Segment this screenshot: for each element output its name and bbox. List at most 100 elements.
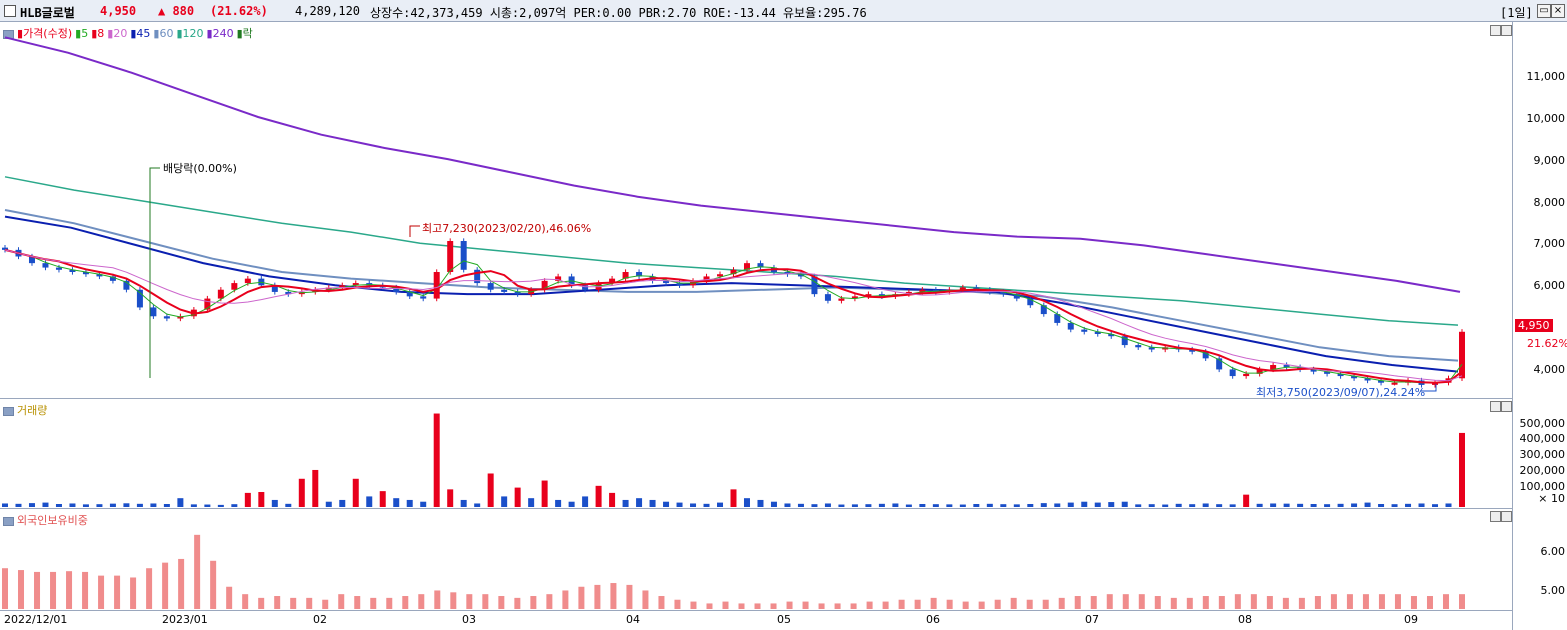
pane-divider — [0, 610, 1512, 611]
foreign-ratio-bar — [1330, 594, 1337, 609]
foreign-ratio-bar — [1042, 599, 1049, 609]
dividend-annotation: 배당락(0.00%) — [163, 162, 237, 175]
pane-minimize-icon[interactable] — [1490, 511, 1501, 522]
y-tick-label: 4,000 — [1533, 363, 1566, 376]
foreign-ratio-bar — [994, 599, 1001, 609]
foreign-ratio-bar — [274, 596, 281, 609]
foreign-ratio-bar — [18, 570, 25, 609]
candle-body — [811, 276, 818, 295]
foreign-legend-label: 외국인보유비중 — [17, 514, 88, 527]
legend-item[interactable]: ▮가격(수정) — [17, 27, 73, 40]
price-change-pct: (21.62%) — [210, 4, 268, 18]
legend-item[interactable]: ▮45 — [130, 27, 151, 40]
candle-body — [1432, 382, 1439, 385]
candle-body — [82, 272, 89, 275]
select-checkbox[interactable] — [4, 5, 16, 17]
candle-body — [1256, 369, 1263, 374]
ma20-line — [4, 249, 1463, 382]
foreign-ratio-bar — [578, 586, 585, 609]
maximize-icon[interactable]: ▭ — [1537, 4, 1551, 18]
volume-bar — [1054, 503, 1061, 507]
volume-bar — [703, 503, 710, 507]
pane-minimize-icon[interactable] — [1490, 25, 1501, 36]
volume-bar — [55, 504, 62, 507]
foreign-ratio-bar — [210, 560, 217, 609]
foreign-ratio-bar — [1282, 597, 1289, 609]
candle-body — [487, 283, 494, 290]
pane-minimize-icon[interactable] — [1490, 401, 1501, 412]
foreign-ratio-bar — [466, 594, 473, 609]
legend-item[interactable]: ▮20 — [107, 27, 128, 40]
volume-bar — [1040, 503, 1047, 507]
volume-bar — [730, 489, 737, 507]
candle-body — [730, 269, 737, 275]
volume-bar — [1148, 504, 1155, 507]
volume-bar — [1283, 503, 1290, 507]
pane-menu-icon[interactable] — [3, 516, 14, 526]
volume-bar — [905, 504, 912, 507]
foreign-ratio-bar — [1378, 594, 1385, 609]
pane-close-icon[interactable] — [1501, 511, 1512, 522]
candle-body — [150, 307, 157, 317]
foreign-ratio-bar — [418, 594, 425, 609]
pane-close-icon[interactable] — [1501, 401, 1512, 412]
foreign-ratio-bar — [802, 601, 809, 609]
volume-bar — [663, 501, 670, 507]
pane-divider — [0, 508, 1512, 509]
stock-chart[interactable] — [0, 0, 1512, 630]
foreign-ratio-bar — [1234, 594, 1241, 609]
x-tick-label: 02 — [313, 613, 327, 626]
candle-body — [1270, 365, 1277, 370]
candle-body — [824, 294, 831, 301]
volume-bar — [244, 492, 251, 507]
foreign-ratio-bar — [1106, 594, 1113, 609]
candle-body — [582, 285, 589, 290]
legend-item[interactable]: ▮5 — [75, 27, 89, 40]
high-annotation: 최고7,230(2023/02/20),46.06% — [422, 222, 592, 235]
volume-bar — [690, 503, 697, 507]
volume-bar — [1027, 504, 1034, 507]
legend-item[interactable]: ▮60 — [153, 27, 174, 40]
candle-body — [55, 267, 62, 270]
candle-body — [851, 296, 858, 299]
y-tick-label: 300,000 — [1519, 448, 1566, 461]
current-price: 4,950 — [100, 4, 137, 18]
candle-body — [69, 269, 76, 272]
volume-bar — [163, 504, 170, 507]
legend-item[interactable]: ▮120 — [176, 27, 204, 40]
volume-bar — [204, 504, 211, 507]
candle-body — [1229, 369, 1236, 377]
foreign-ratio-bar — [258, 597, 265, 609]
close-icon[interactable]: × — [1551, 4, 1565, 18]
legend-item[interactable]: ▮락 — [236, 27, 253, 40]
foreign-ratio-bar — [722, 601, 729, 609]
candle-body — [541, 280, 548, 290]
foreign-ratio-bar — [1250, 594, 1257, 609]
candle-body — [703, 276, 710, 281]
ma240-line — [4, 36, 1461, 293]
period-selector[interactable]: [1일] — [1500, 6, 1533, 20]
foreign-ratio-bar — [402, 596, 409, 609]
foreign-ratio-bar — [162, 562, 169, 609]
foreign-ratio-bar — [290, 597, 297, 609]
volume-bar — [932, 504, 939, 507]
pane-close-icon[interactable] — [1501, 25, 1512, 36]
volume-bar — [946, 504, 953, 507]
volume-bar — [1310, 504, 1317, 507]
volume-bar — [231, 504, 238, 507]
legend-item[interactable]: ▮240 — [206, 27, 234, 40]
candle-body — [838, 298, 845, 301]
volume-unit: × 10 — [1538, 492, 1565, 505]
title-bar: HLB글로벌 4,950 ▲ 880 (21.62%) 4,289,120 상장… — [0, 0, 1567, 22]
pane-menu-icon[interactable] — [3, 406, 14, 416]
foreign-ratio-bar — [1426, 596, 1433, 609]
volume-bar — [1391, 504, 1398, 507]
volume-bar — [811, 504, 818, 507]
legend-item[interactable]: ▮8 — [91, 27, 105, 40]
volume-bar — [555, 499, 562, 507]
current-pct-tag: 21.62% — [1527, 337, 1567, 350]
volume-bar — [177, 498, 184, 507]
candle-body — [217, 289, 224, 299]
candle-body — [231, 283, 238, 290]
candle-body — [1081, 329, 1088, 332]
